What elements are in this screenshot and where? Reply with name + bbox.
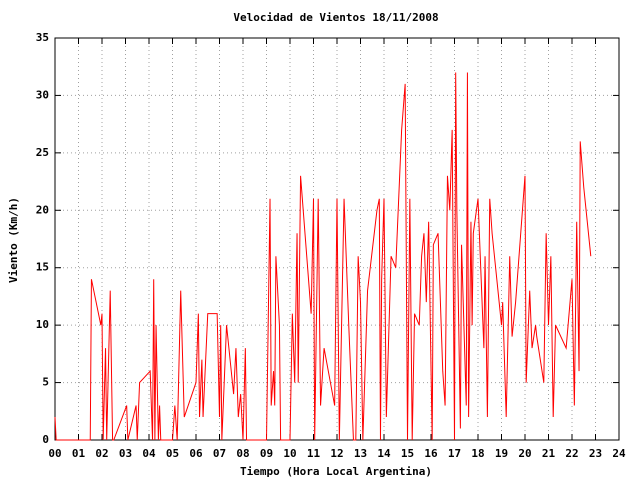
x-tick-label: 17 — [448, 447, 461, 460]
x-tick-label: 01 — [72, 447, 86, 460]
y-tick-label: 15 — [36, 261, 49, 274]
x-axis-label: Tiempo (Hora Local Argentina) — [240, 465, 432, 478]
x-tick-label: 07 — [213, 447, 226, 460]
x-tick-label: 20 — [518, 447, 531, 460]
plot-border — [54, 37, 620, 441]
x-tick-label: 19 — [495, 447, 508, 460]
x-tick-label: 11 — [307, 447, 321, 460]
y-axis-label: Viento (Km/h) — [7, 197, 20, 283]
x-tick-label: 21 — [542, 447, 556, 460]
x-tick-label: 22 — [565, 447, 578, 460]
x-tick-label: 10 — [283, 447, 296, 460]
x-tick-label: 08 — [236, 447, 249, 460]
x-tick-label: 06 — [189, 447, 203, 460]
x-tick-label: 16 — [424, 447, 438, 460]
wind-line — [54, 72, 592, 441]
x-tick-label: 24 — [612, 447, 626, 460]
y-tick-label: 25 — [36, 146, 49, 159]
y-tick-label: 0 — [42, 433, 49, 446]
y-tick-label: 30 — [36, 88, 49, 101]
chart-title: Velocidad de Vientos 18/11/2008 — [233, 11, 438, 24]
y-tick-label: 20 — [36, 203, 49, 216]
y-tick-label: 5 — [42, 376, 49, 389]
x-tick-label: 15 — [401, 447, 414, 460]
y-tick-label: 35 — [36, 31, 49, 44]
y-tick-label: 10 — [36, 318, 49, 331]
x-tick-label: 09 — [260, 447, 273, 460]
x-tick-label: 18 — [471, 447, 484, 460]
x-tick-label: 03 — [119, 447, 132, 460]
x-tick-label: 23 — [589, 447, 602, 460]
x-tick-label: 04 — [142, 447, 156, 460]
x-tick-label: 13 — [354, 447, 367, 460]
x-tick-label: 05 — [166, 447, 179, 460]
x-tick-label: 12 — [330, 447, 343, 460]
x-tick-label: 14 — [377, 447, 391, 460]
x-tick-label: 00 — [48, 447, 61, 460]
x-tick-label: 02 — [95, 447, 108, 460]
